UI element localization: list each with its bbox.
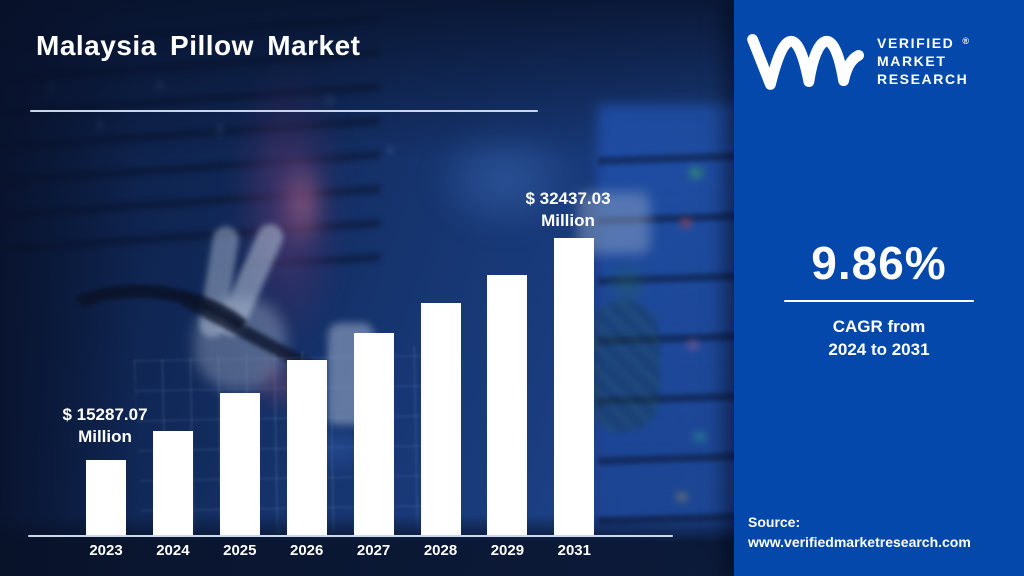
x-tick-2028: 2028: [423, 542, 458, 559]
x-tick-2023: 2023: [89, 542, 123, 559]
page-title: Malaysia Pillow Market: [36, 30, 361, 61]
brand-line3: RESEARCH: [877, 71, 969, 87]
cagr-value: 9.86%: [811, 237, 947, 289]
source-block: Source: www.verifiedmarketresearch.com: [748, 512, 971, 552]
x-axis-line: [28, 535, 673, 537]
bar-2031: [554, 238, 595, 535]
bar-2028: [420, 303, 461, 535]
background-photo: [0, 0, 740, 576]
brand-logo: VERIFIED ® MARKET RESEARCH: [746, 28, 969, 94]
start-value-annotation: $ 15287.07 Million: [38, 404, 172, 448]
brand-panel: VERIFIED ® MARKET RESEARCH 9.86% CAGR fr…: [734, 0, 1024, 576]
bar-2023: [86, 460, 126, 535]
bg-right-shelf-products: [598, 105, 740, 545]
registered-mark-icon: ®: [962, 36, 970, 46]
cagr-caption-line1: CAGR from: [832, 317, 926, 336]
bar-2024: [152, 431, 193, 535]
bar-2025: [219, 393, 260, 535]
source-url[interactable]: www.verifiedmarketresearch.com: [748, 534, 971, 550]
x-tick-2031: 2031: [557, 542, 591, 559]
bg-plant: [598, 252, 656, 316]
x-tick-2025: 2025: [223, 542, 257, 559]
x-tick-2029: 2029: [490, 542, 525, 559]
start-value-line1: $ 15287.07: [62, 405, 148, 424]
end-value-annotation: $ 32437.03 Million: [501, 188, 635, 232]
cagr-caption-line2: 2024 to 2031: [828, 340, 930, 359]
x-tick-2024: 2024: [156, 542, 190, 559]
start-value-line2: Million: [78, 427, 132, 446]
bar-2026: [286, 360, 327, 535]
vmr-logo-icon: [747, 34, 865, 90]
brand-line1: VERIFIED: [877, 35, 955, 51]
bg-shopper-arm: [272, 138, 334, 270]
cagr-stat: 9.86% CAGR from 2024 to 2031: [734, 238, 1024, 361]
end-value-line2: Million: [541, 211, 595, 230]
bar-2029: [487, 275, 528, 535]
end-value-line1: $ 32437.03: [525, 189, 611, 208]
bar-chart: 2023 2024 2025 2026 2027 2028 2029 2031 $ 15287…: [28, 188, 673, 559]
cagr-divider: [784, 300, 974, 302]
cagr-caption: CAGR from 2024 to 2031: [734, 315, 1024, 361]
source-label: Source:: [748, 514, 801, 530]
title-underline: [30, 110, 538, 112]
brand-wordmark: VERIFIED ® MARKET RESEARCH: [877, 34, 969, 88]
x-tick-2027: 2027: [356, 542, 391, 559]
brand-line2: MARKET: [877, 53, 947, 69]
x-tick-2026: 2026: [290, 542, 324, 559]
bar-2027: [353, 333, 394, 535]
bg-plant-pot: [586, 300, 660, 432]
